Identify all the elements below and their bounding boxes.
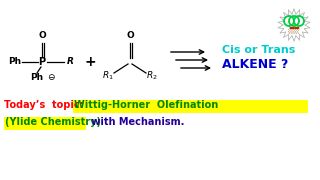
Text: R: R [67,57,73,66]
Text: Cis or Trans: Cis or Trans [222,45,295,55]
FancyBboxPatch shape [73,100,308,112]
Text: +: + [84,55,96,69]
Text: Ph: Ph [8,57,21,66]
Text: O: O [126,31,134,40]
Text: $R_1$: $R_1$ [102,70,114,82]
Text: Ph: Ph [30,73,44,82]
Text: (Ylide Chemistry): (Ylide Chemistry) [5,117,101,127]
Text: P: P [38,57,45,67]
Text: ▬▬: ▬▬ [288,26,300,30]
Text: O: O [38,31,46,40]
Text: Today’s  topic:: Today’s topic: [4,100,84,110]
Text: ░░░: ░░░ [288,28,300,33]
Text: Wittig-Horner  Olefination: Wittig-Horner Olefination [74,100,218,110]
FancyBboxPatch shape [4,116,86,129]
Text: $R_2$: $R_2$ [146,70,158,82]
Text: ALKENE ?: ALKENE ? [222,58,288,71]
Text: with Mechanism.: with Mechanism. [88,117,184,127]
Text: ⊖: ⊖ [47,73,55,82]
